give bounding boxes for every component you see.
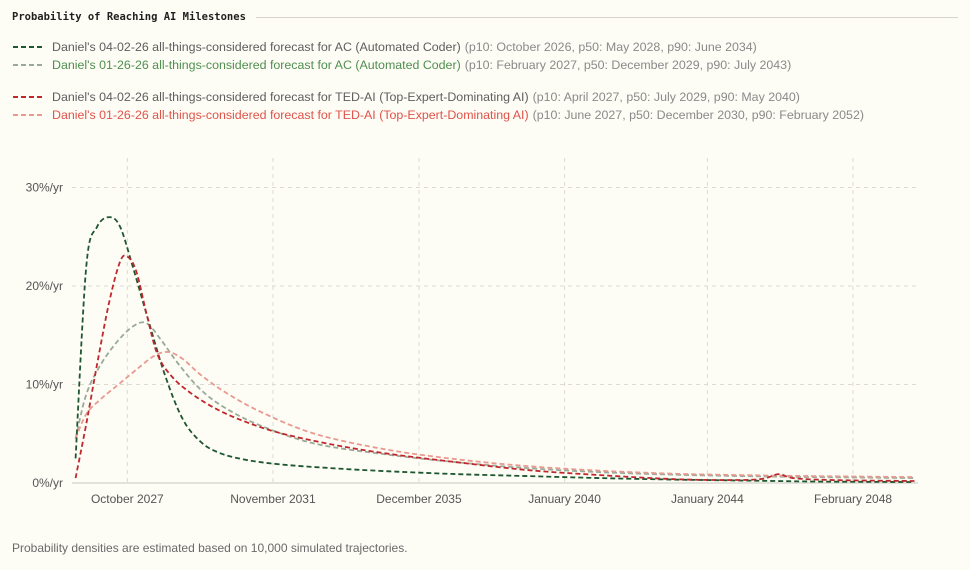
legend-details: (p10: October 2026, p50: May 2028, p90: … [464,40,757,54]
title-divider [255,16,958,18]
legend-swatch [13,46,45,48]
chart-footnote: Probability densities are estimated base… [12,541,408,555]
line-chart: 0%/yr 10%/yr 20%/yr 30%/yr October 2027 Novem… [26,158,918,506]
legend-label: Daniel's 04-02-26 all-things-considered … [52,40,461,54]
y-tick-label: 30%/yr [26,181,63,195]
chart-title-row: Probability of Reaching AI Milestones [12,9,958,25]
legend-item: Daniel's 01-26-26 all-things-considered … [12,106,958,124]
legend-label: Daniel's 01-26-26 all-things-considered … [52,108,529,122]
x-tick-label: October 2027 [91,492,164,506]
legend-details: (p10: June 2027, p50: December 2030, p90… [532,108,864,122]
series-line-2 [74,321,915,479]
y-tick-label: 0%/yr [32,476,63,490]
y-tick-label: 10%/yr [26,378,63,392]
x-tick-label: December 2035 [376,492,462,506]
legend-label: Daniel's 01-26-26 all-things-considered … [52,58,461,72]
chart-legend: Daniel's 04-02-26 all-things-considered … [12,38,958,124]
series-line-1 [74,216,915,483]
x-tick-label: January 2044 [671,492,744,506]
legend-item: Daniel's 01-26-26 all-things-considered … [12,56,958,74]
x-tick-label: February 2048 [814,492,892,506]
legend-swatch [13,64,45,66]
legend-details: (p10: February 2027, p50: December 2029,… [464,58,792,72]
x-tick-label: November 2031 [230,492,316,506]
y-tick-label: 20%/yr [26,279,63,293]
series-line-4 [74,351,915,478]
legend-label: Daniel's 04-02-26 all-things-considered … [52,90,529,104]
legend-details: (p10: April 2027, p50: July 2029, p90: M… [532,90,800,104]
series-line-3 [74,254,915,482]
legend-item: Daniel's 04-02-26 all-things-considered … [12,88,958,106]
chart-title: Probability of Reaching AI Milestones [12,11,246,23]
legend-swatch [13,96,45,98]
legend-item: Daniel's 04-02-26 all-things-considered … [12,38,958,56]
x-tick-label: January 2040 [528,492,601,506]
legend-swatch [13,114,45,116]
